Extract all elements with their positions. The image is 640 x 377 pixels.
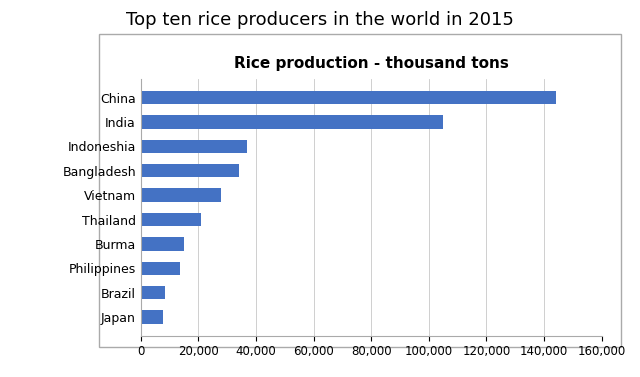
Bar [141, 91, 556, 104]
Bar [141, 237, 184, 251]
Title: Rice production - thousand tons: Rice production - thousand tons [234, 56, 509, 71]
Bar [141, 164, 239, 178]
Bar [141, 115, 443, 129]
Bar [141, 262, 180, 275]
Text: Top ten rice producers in the world in 2015: Top ten rice producers in the world in 2… [126, 11, 514, 29]
Bar [141, 139, 247, 153]
Bar [141, 188, 221, 202]
Bar [141, 213, 201, 226]
Bar [141, 310, 163, 324]
Bar [141, 286, 165, 299]
